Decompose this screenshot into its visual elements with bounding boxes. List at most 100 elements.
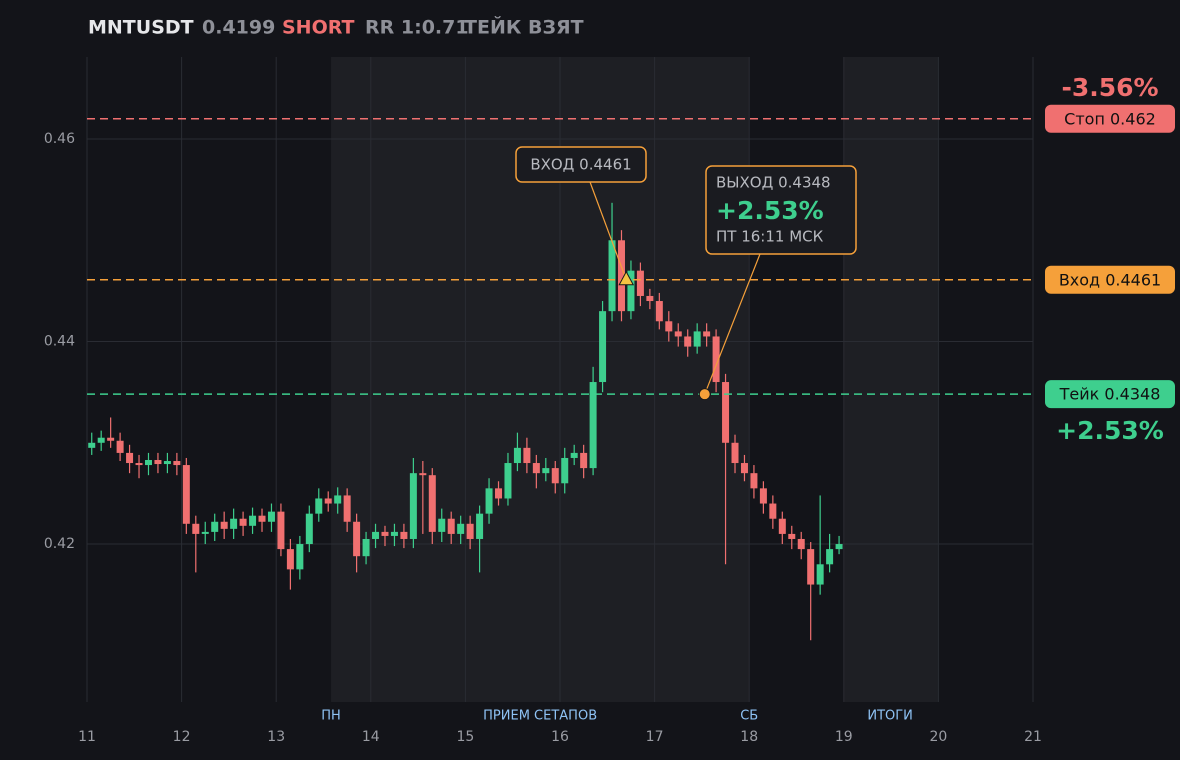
candle-body	[778, 518, 786, 534]
candle-body	[712, 336, 720, 383]
candle-body	[807, 549, 815, 585]
candle-body	[220, 521, 228, 529]
candle-body	[551, 468, 559, 484]
y-tick-label: 0.42	[44, 536, 75, 552]
candle-body	[627, 270, 635, 312]
candle-body	[750, 473, 758, 489]
risk-reward: RR 1:0.71	[365, 17, 469, 39]
candle-body	[258, 515, 266, 522]
side: SHORT	[282, 17, 355, 39]
candle-body	[589, 382, 597, 469]
candle-body	[617, 240, 625, 312]
candle-body	[126, 452, 134, 464]
candle-body	[769, 503, 777, 519]
candle-body	[797, 538, 805, 550]
risk-label: -3.56%	[1061, 73, 1158, 102]
candle-body	[163, 461, 171, 465]
candle-body	[504, 463, 512, 499]
entry-callout-label: ВХОД 0.4461	[530, 156, 631, 174]
callout-line	[704, 253, 761, 395]
candle-body	[523, 447, 531, 464]
x-tick-label: 13	[267, 729, 285, 745]
candle-body	[400, 531, 408, 539]
session-label: ПРИЕМ СЕТАПОВ	[483, 709, 597, 724]
x-tick-label: 15	[456, 729, 474, 745]
x-tick-label: 17	[646, 729, 664, 745]
candle-body	[286, 549, 294, 570]
candle-body	[409, 473, 417, 539]
candle-body	[192, 523, 200, 534]
candle-body	[315, 498, 323, 514]
candle-body	[759, 488, 767, 504]
candle-body	[826, 549, 834, 565]
candle-body	[334, 495, 342, 504]
y-tick-label: 0.46	[44, 131, 75, 147]
candle-body	[447, 518, 455, 534]
price: 0.4199	[202, 17, 275, 39]
candle-body	[154, 459, 162, 465]
candle-body	[88, 442, 96, 448]
level-label: Вход 0.4461	[1059, 270, 1161, 289]
candle-body	[731, 442, 739, 464]
exit-callout-time: ПТ 16:11 МСК	[716, 228, 824, 246]
candle-body	[703, 331, 711, 337]
callout-line	[589, 181, 627, 280]
candle-body	[466, 523, 474, 539]
entry-marker	[618, 270, 635, 286]
candle-body	[173, 461, 181, 466]
entry-callout	[515, 146, 647, 183]
x-tick-label: 20	[929, 729, 947, 745]
candle-body	[390, 531, 398, 536]
candle-body	[495, 488, 503, 499]
candle-body	[324, 498, 332, 504]
candle-body	[230, 518, 238, 529]
candle-body	[485, 488, 493, 514]
level-label: Стоп 0.462	[1064, 109, 1156, 128]
session-label: ПН	[321, 709, 341, 724]
candle-body	[267, 511, 275, 522]
candle-body	[684, 336, 692, 347]
candle-body	[532, 463, 540, 474]
candle-body	[428, 475, 436, 532]
exit-callout-label: ВЫХОД 0.4348	[716, 174, 831, 192]
x-tick-label: 11	[78, 729, 96, 745]
candle-body	[722, 382, 730, 443]
session-label: ИТОГИ	[867, 709, 913, 724]
x-tick-label: 21	[1024, 729, 1042, 745]
candle-body	[239, 518, 247, 526]
candle-body	[580, 452, 588, 469]
candle-body	[542, 468, 550, 474]
candle-body	[665, 321, 673, 332]
candle-body	[599, 311, 607, 383]
x-tick-label: 12	[173, 729, 191, 745]
candle-body	[211, 521, 219, 532]
session-band	[843, 57, 939, 702]
candle-body	[135, 463, 143, 466]
candle-body	[201, 531, 209, 534]
candle-body	[693, 331, 701, 347]
candle-body	[182, 465, 190, 524]
candle-body	[353, 521, 361, 557]
candle-body	[381, 531, 389, 536]
x-tick-label: 14	[362, 729, 380, 745]
candle-body	[561, 457, 569, 484]
candle-body	[457, 523, 465, 534]
candle-body	[116, 440, 124, 453]
candle-body	[438, 518, 446, 532]
candle-body	[372, 531, 380, 539]
candle-body	[655, 301, 663, 322]
y-tick-label: 0.44	[44, 334, 75, 350]
candle-body	[144, 459, 152, 466]
candle-body	[570, 452, 578, 458]
candle-body	[343, 495, 351, 522]
status: ТЕЙК ВЗЯТ	[464, 16, 584, 39]
session-label: СБ	[740, 709, 758, 724]
level-pill	[1045, 104, 1175, 133]
x-tick-label: 18	[740, 729, 758, 745]
exit-marker	[698, 388, 711, 401]
candle-body	[816, 564, 824, 585]
level-label: Тейк 0.4348	[1059, 385, 1161, 404]
symbol: MNTUSDT	[88, 17, 194, 39]
candle-body	[277, 511, 285, 550]
